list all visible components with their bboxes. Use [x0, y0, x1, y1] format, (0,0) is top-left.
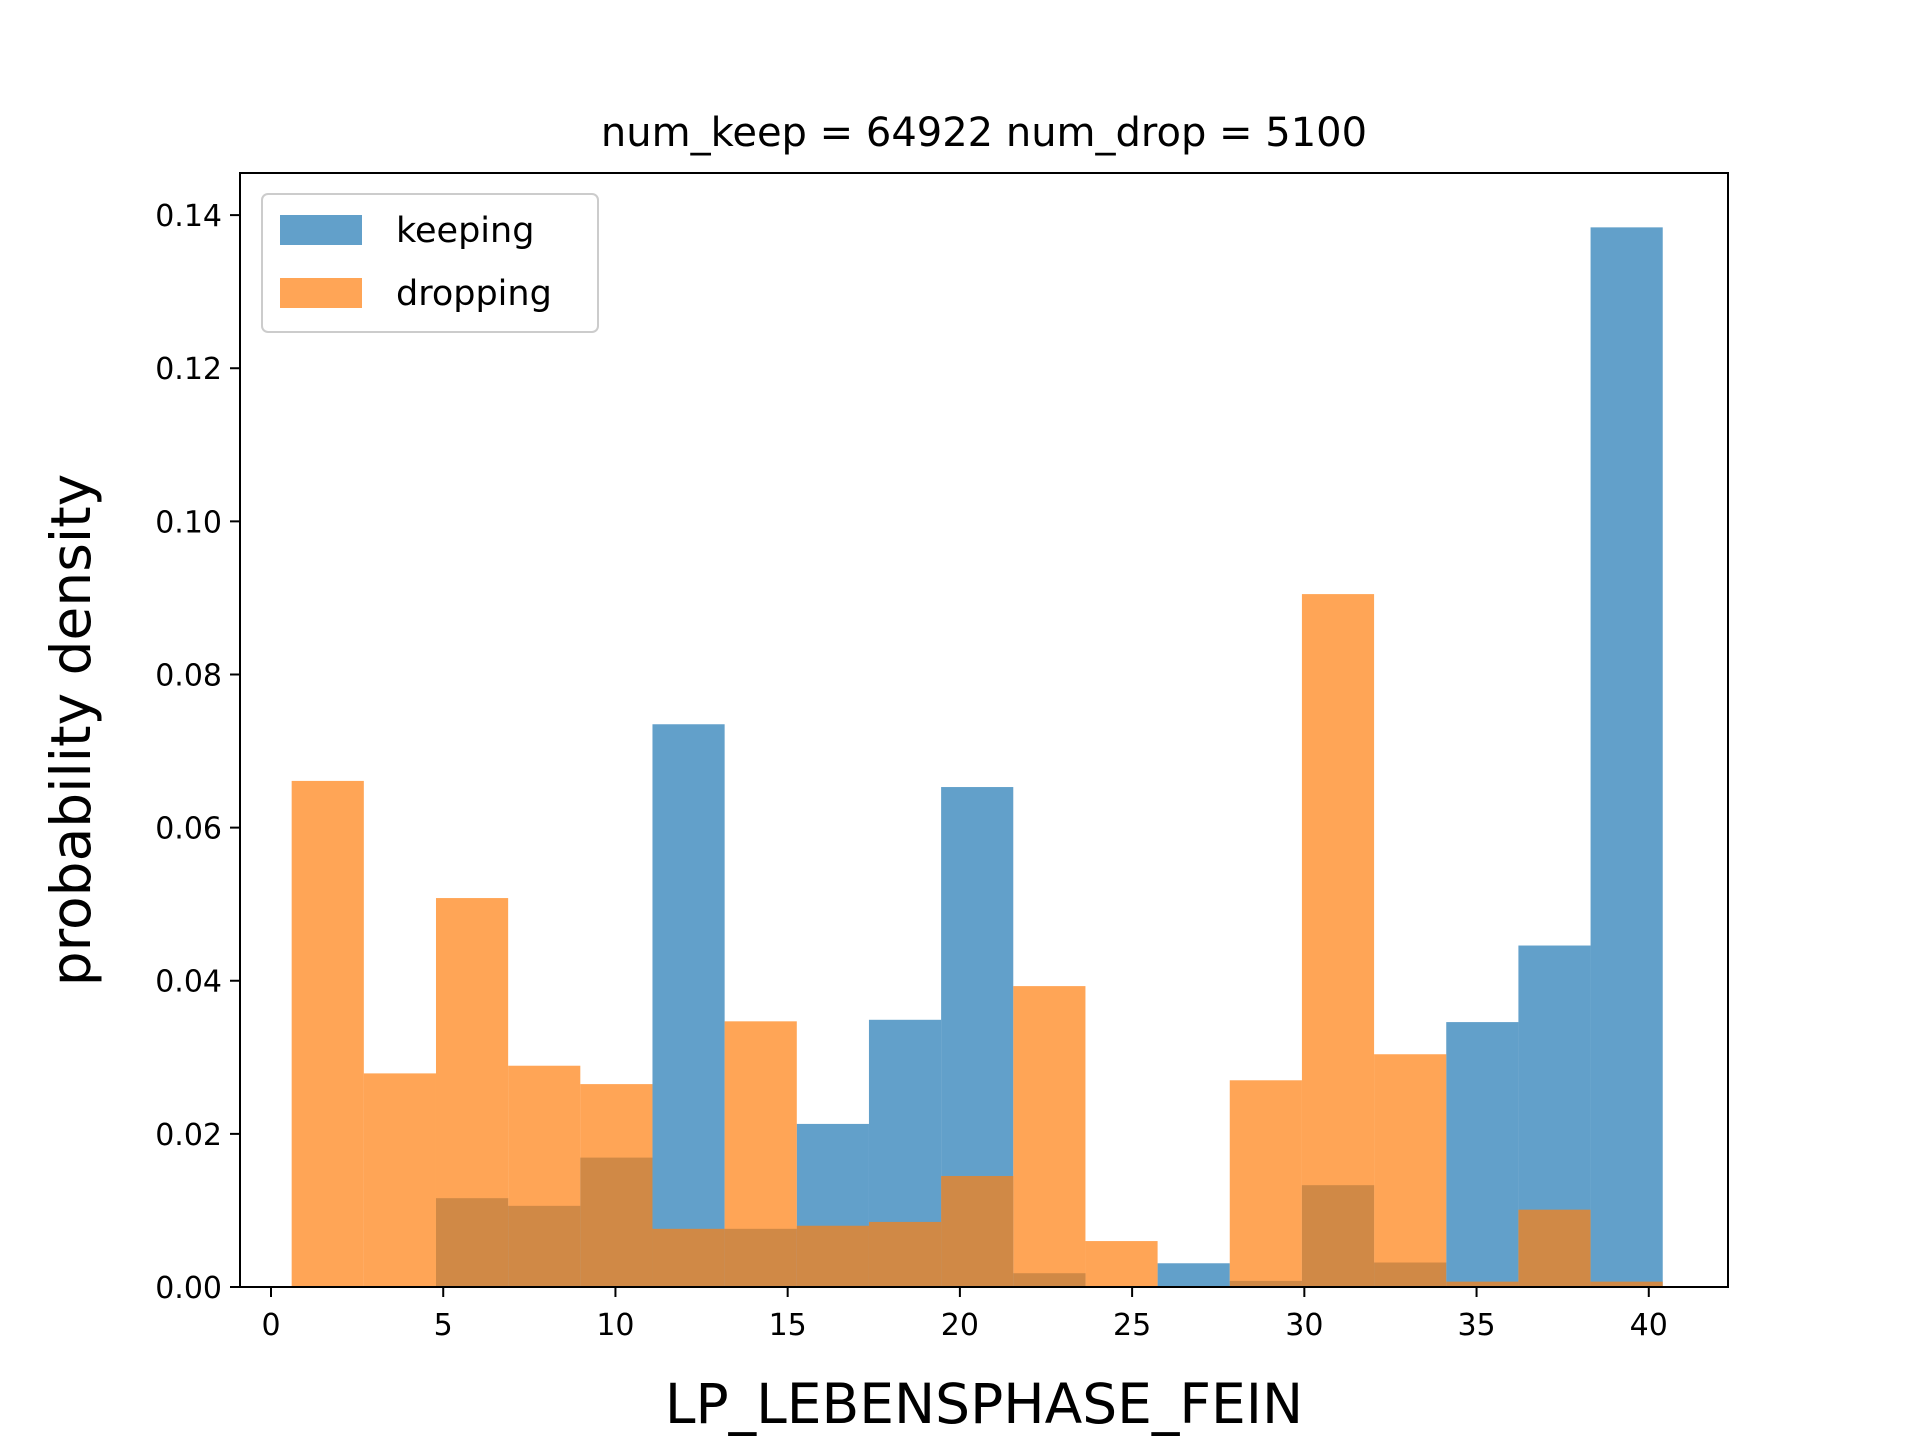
bar-dropping-18	[1590, 1281, 1663, 1287]
x-tick-label-40: 40	[1630, 1308, 1668, 1343]
bar-dropping-9	[941, 1175, 1014, 1287]
y-tick-label-0: 0.00	[155, 1271, 222, 1306]
y-tick-label-7: 0.14	[155, 199, 222, 234]
bar-dropping-4	[580, 1084, 653, 1287]
bar-keeping-16	[1446, 1022, 1519, 1287]
x-axis-label: LP_LEBENSPHASE_FEIN	[665, 1372, 1303, 1436]
plot-frame	[239, 172, 1729, 1288]
bars-layer	[291, 227, 1663, 1288]
y-axis-label: probability density	[39, 474, 103, 987]
bar-dropping-0	[291, 780, 364, 1287]
bar-dropping-14	[1301, 594, 1375, 1287]
bar-dropping-11	[1085, 1241, 1158, 1287]
x-axis-ticks: 0 5 10 15 20 25 30 35 40	[261, 1287, 1668, 1343]
bar-keeping-12	[1157, 1263, 1230, 1287]
bar-dropping-2	[435, 898, 509, 1287]
legend-swatch-dropping	[280, 278, 362, 308]
y-tick-label-4: 0.08	[155, 658, 222, 693]
bar-dropping-6	[724, 1021, 797, 1287]
x-tick-label-0: 0	[261, 1308, 280, 1343]
x-tick-label-35: 35	[1457, 1308, 1495, 1343]
x-tick-label-5: 5	[434, 1308, 453, 1343]
y-tick-label-2: 0.04	[155, 965, 222, 1000]
x-tick-label-10: 10	[596, 1308, 634, 1343]
bar-dropping-15	[1374, 1054, 1447, 1287]
bar-dropping-3	[508, 1065, 581, 1287]
y-tick-label-1: 0.02	[155, 1118, 222, 1153]
x-tick-label-15: 15	[769, 1308, 807, 1343]
y-axis-ticks: 0.00 0.02 0.04 0.06 0.08 0.10 0.12 0.14	[155, 199, 240, 1306]
x-tick-label-25: 25	[1113, 1308, 1151, 1343]
x-tick-label-20: 20	[941, 1308, 979, 1343]
legend-label-keeping: keeping	[396, 211, 534, 251]
y-tick-label-5: 0.10	[155, 505, 222, 540]
legend-label-dropping: dropping	[396, 274, 552, 314]
legend-swatch-keeping	[280, 215, 362, 245]
bar-keeping-5	[652, 724, 725, 1287]
bar-dropping-7	[796, 1225, 869, 1287]
y-tick-label-3: 0.06	[155, 812, 222, 847]
bar-dropping-8	[868, 1221, 942, 1287]
bar-dropping-1	[363, 1073, 436, 1287]
chart-title: num_keep = 64922 num_drop = 5100	[601, 110, 1367, 156]
x-tick-label-30: 30	[1285, 1308, 1323, 1343]
bar-dropping-17	[1518, 1209, 1591, 1287]
y-tick-label-6: 0.12	[155, 352, 222, 387]
bar-keeping-18	[1590, 227, 1663, 1288]
bar-dropping-16	[1446, 1281, 1519, 1287]
bar-dropping-10	[1013, 986, 1086, 1287]
bar-dropping-5	[652, 1228, 725, 1287]
legend: keeping dropping	[261, 193, 599, 333]
bar-dropping-13	[1229, 1080, 1302, 1287]
